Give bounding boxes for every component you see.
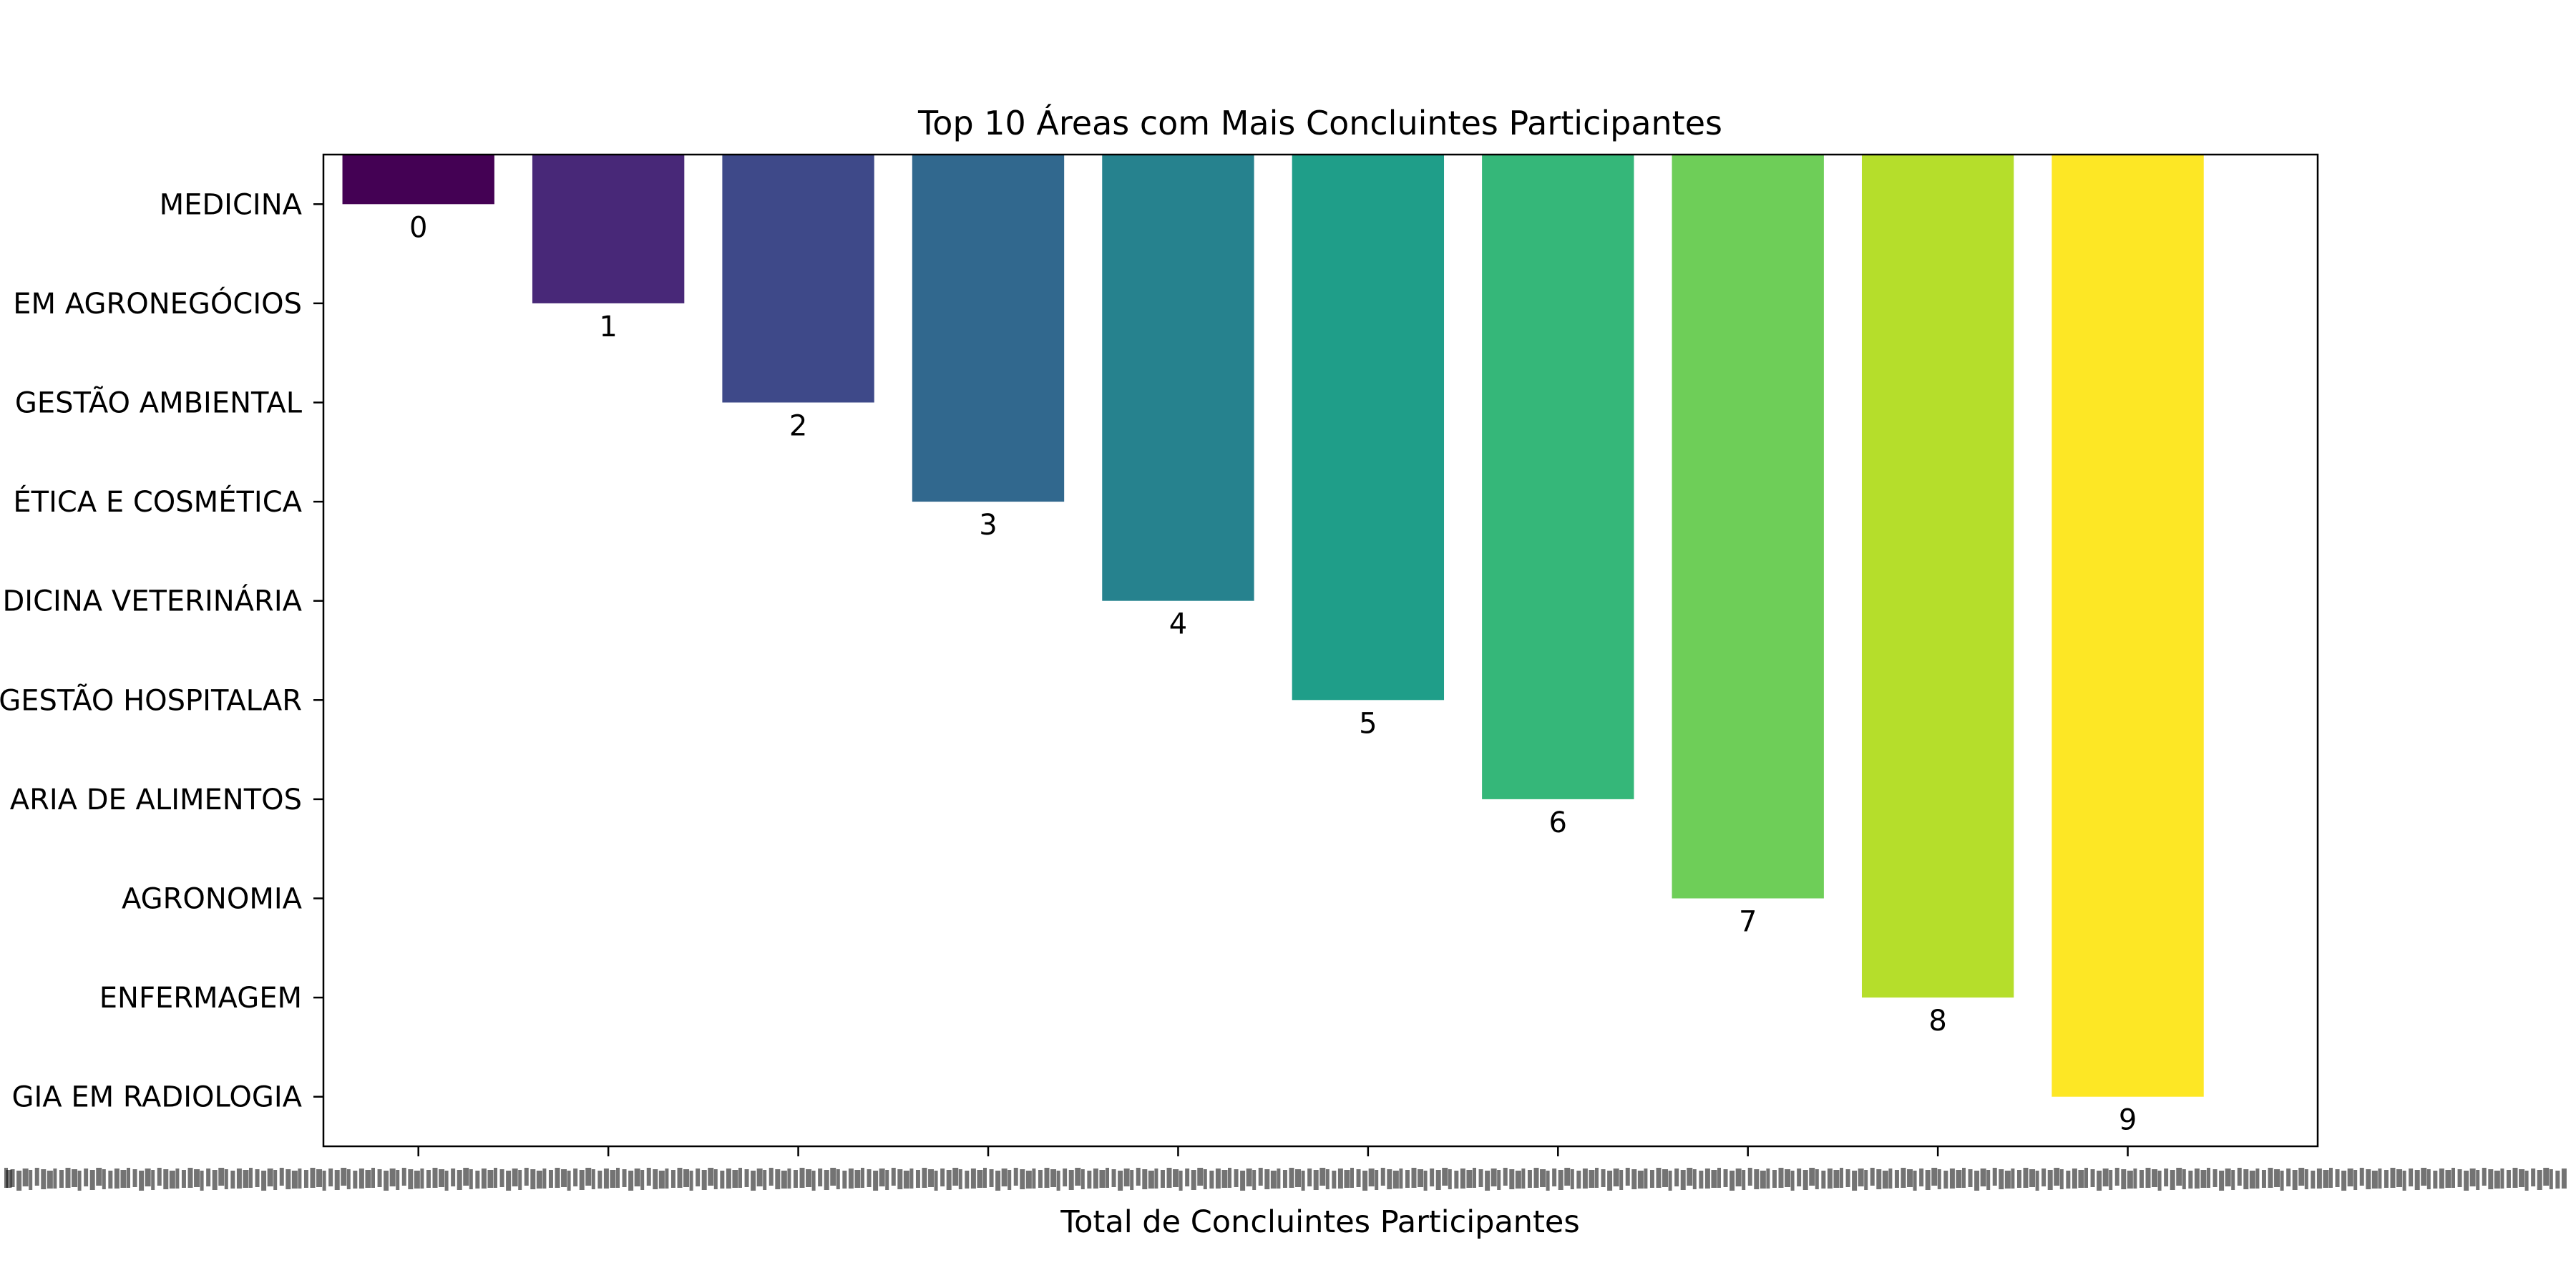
y-tick-label: GIA EM RADIOLOGIA [12, 1081, 303, 1114]
x-axis-ticks [4, 1146, 2567, 1191]
bar [342, 155, 494, 205]
bar-value-label: 5 [1359, 707, 1377, 740]
y-tick-label: EM AGRONEGÓCIOS [13, 286, 302, 321]
bar [1102, 155, 1254, 601]
bar-value-label: 1 [599, 311, 617, 343]
bar [912, 155, 1065, 502]
bar-value-label: 6 [1549, 806, 1567, 839]
chart-title: Top 10 Áreas com Mais Concluintes Partic… [917, 104, 1722, 142]
bar-value-label: 9 [2119, 1104, 2137, 1137]
bar-value-label: 2 [789, 410, 807, 443]
bar-value-label: 7 [1739, 906, 1757, 939]
y-tick-label: ÉTICA E COSMÉTICA [13, 484, 302, 519]
y-tick-label: GESTÃO HOSPITALAR [0, 683, 302, 717]
bar [1672, 155, 1824, 899]
x-tick-label-clutter [4, 1168, 2567, 1191]
bar [722, 155, 874, 403]
bar-value-label: 8 [1928, 1005, 1946, 1038]
y-axis-ticks: MEDICINA EM AGRONEGÓCIOS GESTÃO AMBIENTAL É… [0, 188, 323, 1114]
y-tick-label: GESTÃO AMBIENTAL [15, 386, 303, 420]
plot-frame [322, 153, 2319, 1148]
bar [1482, 155, 1634, 799]
bar [1861, 155, 2014, 998]
y-tick-label: MEDICINA [160, 188, 303, 221]
bar-labels-group: 0 1 2 3 4 5 6 7 8 9 [409, 211, 2137, 1136]
y-tick-label: ENFERMAGEM [99, 982, 302, 1015]
y-tick-label: ARIA DE ALIMENTOS [10, 784, 302, 816]
bar [1292, 155, 1445, 701]
bar [2051, 155, 2204, 1097]
x-axis-label: Total de Concluintes Participantes [1060, 1204, 1580, 1240]
bar [532, 155, 685, 303]
bar-value-label: 3 [979, 509, 997, 542]
bars-group [342, 155, 2204, 1097]
bar-value-label: 0 [409, 211, 427, 244]
bar-value-label: 4 [1169, 608, 1187, 641]
y-tick-label: DICINA VETERINÁRIA [3, 584, 303, 618]
y-tick-label: AGRONOMIA [122, 883, 303, 916]
